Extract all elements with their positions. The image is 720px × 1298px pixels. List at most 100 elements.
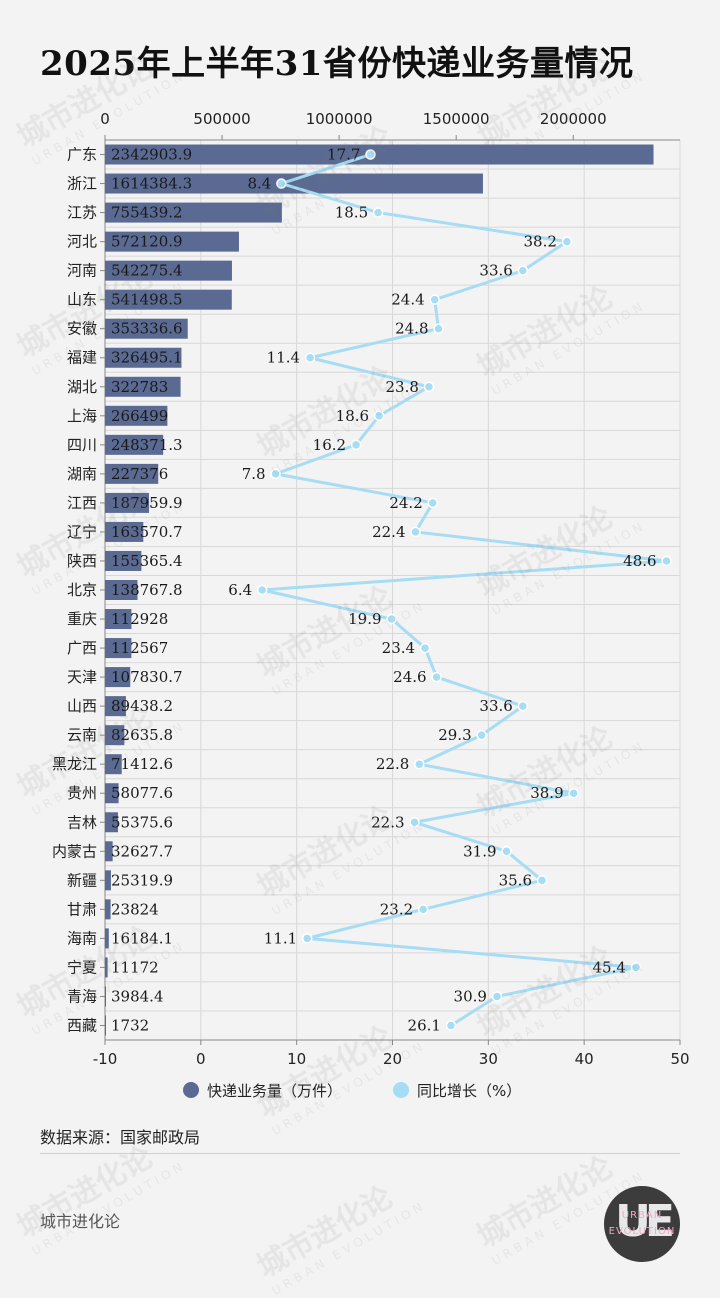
bar (105, 899, 111, 920)
bar (105, 318, 188, 339)
bar-value-labels: 2342903.9 1614384.3 755439.2 572120.9 542275… (111, 146, 192, 1035)
bar-value-label: 138767.8 (111, 581, 183, 599)
growth-value-labels: 17.7 8.4 18.5 38.2 33.6 24.4 24.8 11.4 23.8 18.6 1… (228, 146, 656, 1035)
bar-value-label: 3984.4 (111, 987, 164, 1005)
bottom-axis-tick-label: 30 (479, 1050, 498, 1068)
bar (105, 260, 232, 281)
category-label: 山东 (67, 291, 97, 309)
bar-value-label: 112567 (111, 639, 168, 657)
growth-value-label: 24.6 (393, 668, 426, 686)
growth-value-label: 38.2 (524, 233, 557, 251)
bar-value-label: 32627.7 (111, 842, 173, 860)
category-label: 陕西 (67, 552, 97, 570)
top-axis-tick-label: 1000000 (306, 110, 373, 128)
bar-value-label: 572120.9 (111, 233, 183, 251)
bar-value-label: 25319.9 (111, 871, 173, 889)
growth-point (517, 700, 529, 712)
brand-logo-word-bottom: EVOLUTION (608, 1226, 676, 1237)
category-label: 海南 (67, 929, 97, 947)
growth-value-label: 38.9 (530, 784, 563, 802)
growth-point (417, 904, 429, 915)
growth-point (270, 468, 281, 480)
bar-value-label: 89438.2 (111, 697, 173, 715)
growth-value-label: 26.1 (408, 1016, 441, 1034)
bar-value-label: 55375.6 (111, 813, 173, 831)
category-label: 云南 (67, 726, 97, 744)
growth-value-label: 18.5 (335, 204, 368, 222)
growth-value-label: 35.6 (499, 871, 532, 889)
growth-value-label: 45.4 (593, 958, 626, 976)
growth-value-label: 24.8 (395, 320, 428, 338)
category-label: 江苏 (67, 204, 97, 222)
legend-line-label: 同比增长（%） (417, 1082, 521, 1100)
legend-bar-swatch (183, 1082, 199, 1098)
bottom-axis-tick-label: 40 (575, 1050, 594, 1068)
growth-point (256, 584, 268, 596)
bar (105, 521, 144, 542)
bar-value-label: 71412.6 (111, 755, 173, 773)
growth-value-label: 8.4 (247, 175, 271, 193)
growth-value-label: 19.9 (348, 610, 381, 628)
growth-value-label: 22.4 (372, 523, 405, 541)
growth-value-label: 22.3 (371, 813, 404, 831)
category-label: 宁夏 (67, 958, 97, 976)
bar (105, 783, 119, 804)
growth-point (433, 323, 444, 334)
divider (40, 1153, 680, 1154)
bar-value-label: 755439.2 (111, 204, 183, 222)
growth-value-label: 16.2 (313, 436, 346, 454)
growth-point (501, 846, 512, 857)
bar-value-label: 82635.8 (111, 726, 173, 744)
bar (105, 173, 483, 194)
bar-value-label: 542275.4 (111, 262, 183, 280)
growth-value-label: 22.8 (376, 755, 409, 773)
category-label: 重庆 (67, 610, 97, 628)
bar-value-label: 163570.7 (111, 523, 183, 541)
bar-value-label: 248371.3 (111, 436, 183, 454)
data-source-note: 数据来源：国家邮政局 (40, 1128, 201, 1147)
bar (105, 638, 132, 659)
watermark-cn: 城市进化论 (251, 1179, 399, 1286)
brand-logo-letters: UE (615, 1196, 675, 1247)
bar (105, 231, 239, 252)
bar-value-label: 353336.6 (111, 320, 183, 338)
growth-point (429, 294, 440, 305)
category-label: 北京 (67, 581, 97, 599)
bar (105, 376, 181, 397)
growth-value-label: 6.4 (228, 581, 252, 599)
top-axis-tick-label: 2000000 (540, 110, 607, 128)
bar-value-label: 227376 (111, 465, 168, 483)
bar (105, 405, 168, 426)
growth-point (427, 497, 438, 509)
category-label: 新疆 (67, 871, 97, 889)
bar (105, 696, 126, 717)
bar (105, 928, 109, 949)
growth-value-label: 29.3 (438, 726, 471, 744)
category-label: 湖北 (67, 378, 97, 396)
bar-value-label: 187959.9 (111, 494, 183, 512)
growth-point (414, 758, 425, 770)
grid-lines (104, 139, 681, 1041)
growth-value-label: 24.4 (391, 291, 424, 309)
bar (105, 144, 654, 165)
category-label: 山西 (67, 697, 97, 715)
category-label: 黑龙江 (52, 755, 97, 773)
growth-value-label: 24.2 (389, 494, 422, 512)
growth-point (431, 671, 442, 683)
bar-series (105, 144, 654, 1036)
growth-point (419, 642, 431, 654)
bar (105, 289, 232, 310)
growth-point (365, 149, 376, 160)
category-label: 河南 (67, 262, 97, 280)
legend: 快递业务量（万件） 同比增长（%） (183, 1082, 521, 1100)
category-label: 甘肃 (67, 900, 97, 918)
growth-value-label: 7.8 (242, 465, 266, 483)
bar (105, 609, 132, 630)
bar-value-label: 11172 (111, 958, 159, 976)
growth-point (276, 178, 287, 189)
bar-value-label: 322783 (111, 378, 168, 396)
category-label: 浙江 (67, 175, 97, 193)
bar (105, 754, 122, 775)
category-label: 上海 (67, 407, 97, 425)
